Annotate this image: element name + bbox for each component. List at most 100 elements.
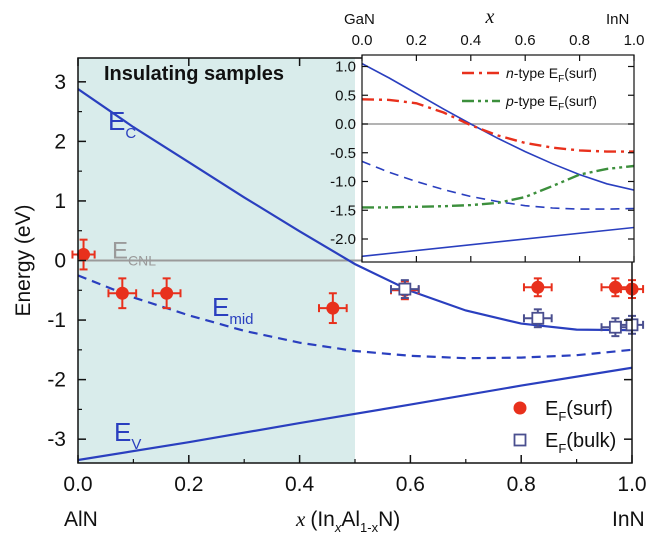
x-title-formula: (In (310, 508, 335, 531)
insulating-samples-label: Insulating samples (104, 63, 284, 85)
inset-background (362, 55, 634, 262)
y-tick-label: -1 (47, 309, 66, 332)
inset-x-tick-label: 0.6 (515, 32, 536, 49)
x-title-mid: Al (341, 508, 360, 531)
legend-bulk-marker (513, 433, 527, 447)
x-tick-label: 0.6 (396, 473, 425, 496)
inset-y-tick-label: 1.0 (335, 59, 356, 76)
inset-legend-sub: F (558, 102, 564, 113)
inset-curves (362, 62, 634, 258)
inset-x-tick-label: 0.4 (460, 32, 481, 49)
inset-x-end-left: GaN (344, 11, 375, 28)
inset-curve (362, 98, 634, 153)
x-tick-label: 0.2 (174, 473, 203, 496)
legend-label: EF(bulk) (545, 430, 616, 456)
surf-marker (77, 248, 91, 262)
cnl-label-main: E (112, 238, 128, 265)
band-label-main: E (212, 292, 229, 322)
band-label-sub: C (125, 125, 136, 142)
band-curve-c (78, 88, 632, 332)
inset-x-title: x (485, 6, 495, 28)
x-title-sub2: 1-x (360, 520, 379, 533)
surf-point (71, 238, 96, 271)
x-end-label-left: AlN (64, 508, 98, 531)
inset-y-tick-label: -2.0 (330, 231, 356, 248)
inset-y-tick-label: -1.5 (330, 202, 356, 219)
inset-curve (362, 62, 634, 191)
y-tick-label: 2 (54, 130, 66, 153)
inset-frame (361, 54, 635, 263)
band-label-sub: mid (229, 311, 253, 328)
x-title-end: N) (378, 508, 400, 531)
inset-legend-italic: n (506, 65, 514, 81)
surf-point (600, 277, 631, 298)
surf-marker (326, 301, 340, 315)
surf-marker (608, 280, 622, 294)
surf-marker (115, 286, 129, 300)
surf-marker (531, 280, 545, 294)
surf-point (317, 292, 348, 325)
y-axis-title: Energy (eV) (12, 204, 35, 316)
inset-y-tick-label: 0.0 (335, 116, 356, 133)
inset-legend-italic: p (505, 93, 514, 109)
inset-legend-text: -type E (514, 93, 558, 109)
inset-x-tick-label: 0.8 (569, 32, 590, 49)
band-curve-v (78, 366, 632, 462)
x-axis-title: x (InxAl1-xN) (295, 507, 400, 533)
inset-legend-label: p-type EF(surf) (505, 93, 597, 113)
y-tick-label: -3 (47, 428, 66, 451)
x-end-label-right: InN (612, 508, 645, 531)
legend-suffix: (bulk) (566, 430, 616, 452)
band-label-mid: Emid (212, 292, 254, 328)
band-label-sub: V (131, 436, 141, 453)
inset-y-tick-label: 0.5 (335, 87, 356, 104)
inset-curve (362, 226, 634, 258)
band-label-v: EV (114, 417, 141, 453)
inset-legend-suffix: (surf) (564, 65, 597, 81)
y-tick-label: -2 (47, 369, 66, 392)
bulk-marker (531, 311, 545, 325)
bulk-point (600, 317, 631, 338)
surf-point (107, 277, 138, 310)
x-tick-label: 0.8 (507, 473, 536, 496)
y-tick-label: 0 (54, 250, 66, 273)
surf-point (151, 277, 182, 310)
inset-legend-suffix: (surf) (564, 93, 597, 109)
inset-legend-text: -type E (514, 65, 558, 81)
bulk-point (390, 279, 420, 300)
legend-sub: F (558, 409, 566, 424)
surf-marker (160, 286, 174, 300)
legend-suffix: (surf) (566, 398, 613, 420)
inset-x-end-right: InN (606, 11, 629, 28)
cnl-label-sub: CNL (128, 253, 156, 269)
inset-curve (362, 164, 634, 209)
legend-surf-marker (513, 401, 527, 415)
bulk-point (522, 308, 553, 329)
inset-x-tick-label: 0.0 (352, 32, 373, 49)
inset-y-tick-label: -0.5 (330, 145, 356, 162)
surf-point (522, 277, 553, 298)
inset-x-tick-label: 1.0 (624, 32, 645, 49)
band-label-main: E (114, 417, 131, 447)
legend-main: E (545, 430, 558, 452)
band-label-c: EC (108, 106, 136, 142)
inset-x-tick-label: 0.2 (406, 32, 427, 49)
x-title-sub1: x (334, 520, 342, 533)
inset-y-tick-label: -1.0 (330, 174, 356, 191)
y-tick-label: 3 (54, 71, 66, 94)
inset-legend-label: n-type EF(surf) (506, 65, 597, 85)
inset-legend-sub: F (558, 74, 564, 85)
band-curve-mid (78, 274, 632, 360)
legend-sub: F (558, 441, 566, 456)
cnl-label: ECNL (112, 238, 156, 269)
x-title-var: x (295, 507, 306, 531)
x-tick-label: 0.4 (285, 473, 315, 496)
x-tick-label: 1.0 (617, 473, 646, 496)
legend-label: EF(surf) (545, 398, 613, 424)
legend-main: E (545, 398, 558, 420)
bulk-marker (398, 282, 412, 296)
x-tick-label: 0.0 (63, 473, 92, 496)
main-curves (78, 88, 632, 462)
y-tick-label: 1 (54, 190, 66, 213)
